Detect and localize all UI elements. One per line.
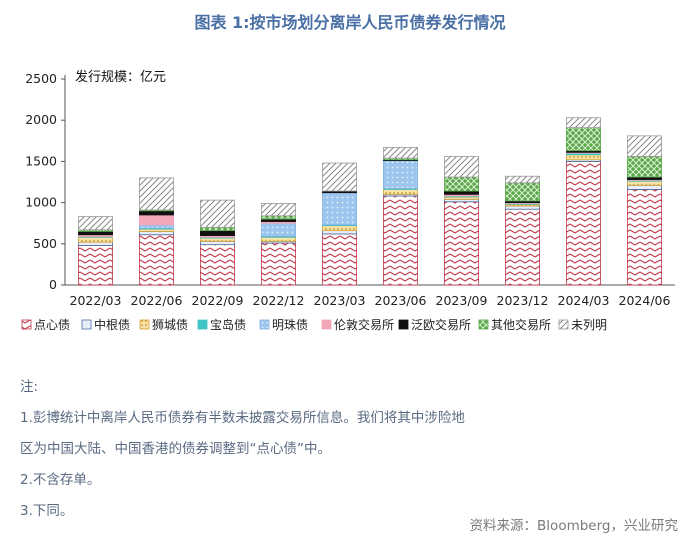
source-note: 资料来源：Bloomberg，兴业研究 <box>469 518 678 534</box>
bar-segment <box>444 201 479 286</box>
bar-segment <box>200 199 235 228</box>
x-tick-label: 2023/12 <box>497 293 549 308</box>
bar-segment <box>566 161 601 286</box>
bar-segment <box>78 245 113 286</box>
note-item: 区为中国大陆、中国香港的债券调整到“点心债”中。 <box>20 441 331 457</box>
chart-title: 图表 1:按市场划分离岸人民币债券发行情况 <box>194 13 506 32</box>
legend-swatch <box>478 319 489 330</box>
bar-segment <box>566 127 601 152</box>
bar-segment <box>78 236 113 243</box>
bar-segment <box>627 156 662 178</box>
legend-label: 点心债 <box>34 318 70 332</box>
x-tick-label: 2022/09 <box>192 293 244 308</box>
bar-segment <box>322 233 357 286</box>
x-tick-label: 2024/03 <box>558 293 610 308</box>
y-tick-label: 2500 <box>25 71 57 86</box>
x-tick-label: 2022/06 <box>131 293 183 308</box>
y-tick-label: 2000 <box>25 112 57 127</box>
bar-segment <box>139 231 174 236</box>
bar-segment <box>139 234 174 286</box>
note-item: 3.下同。 <box>20 503 74 519</box>
bar-segment <box>261 222 296 237</box>
x-axis-labels: 2022/03 2022/06 2022/09 2022/12 2023/03 2023/… <box>70 293 671 308</box>
bar-segment <box>383 146 418 159</box>
legend-swatch <box>21 319 32 330</box>
legend-swatch <box>398 319 409 330</box>
legend-label: 宝岛债 <box>210 317 246 332</box>
bar-segment <box>200 240 235 246</box>
x-tick-label: 2023/09 <box>436 293 488 308</box>
x-tick-label: 2022/12 <box>253 293 305 308</box>
legend-swatch <box>81 319 92 330</box>
note-item: 1.彭博统计中离岸人民币债券有半数未披露交易所信息。我们将其中涉险地 <box>20 410 465 426</box>
bar-segment <box>627 189 662 286</box>
unit-annotation: 发行规模：亿元 <box>75 69 166 85</box>
bars-group <box>78 117 662 286</box>
bar-segment <box>200 237 235 242</box>
bar-segment <box>566 117 601 129</box>
y-tick-label: 0 <box>49 277 57 292</box>
bar-segment <box>261 215 296 220</box>
bar-segment <box>261 236 296 242</box>
bar-segment <box>444 156 479 178</box>
bar-segment <box>444 190 479 195</box>
legend-swatch <box>197 319 208 330</box>
bar-segment <box>139 177 174 211</box>
note-item: 2.不含存单。 <box>20 472 101 488</box>
bar-segment <box>627 135 662 157</box>
legend-label: 伦敦交易所 <box>334 317 394 332</box>
bar-segment <box>566 154 601 161</box>
x-tick-label: 2024/06 <box>619 293 671 308</box>
bar-segment <box>383 195 418 286</box>
bar-segment <box>139 224 174 229</box>
bar-segment <box>505 182 540 202</box>
bar-segment <box>627 184 662 190</box>
legend-swatch <box>259 319 270 330</box>
bar-segment <box>383 160 418 189</box>
legend-label: 中根债 <box>94 317 130 332</box>
legend-label: 泛欧交易所 <box>411 317 471 332</box>
bar-segment <box>200 226 235 232</box>
bar-segment <box>78 231 113 236</box>
notes-heading: 注: <box>20 379 39 395</box>
notes: 注: 1.彭博统计中离岸人民币债券有半数未披露交易所信息。我们将其中涉险地 区为… <box>20 372 465 527</box>
bar-segment <box>139 214 174 226</box>
legend-label: 狮城债 <box>152 318 188 332</box>
bar-segment <box>627 180 662 186</box>
legend-label: 未列明 <box>571 318 607 332</box>
x-tick-label: 2022/03 <box>70 293 122 308</box>
y-tick-label: 500 <box>33 236 57 251</box>
legend-swatch <box>139 319 150 330</box>
legend-swatch <box>321 319 332 330</box>
x-tick-label: 2023/06 <box>375 293 427 308</box>
bar-segment <box>200 244 235 286</box>
bar-segment <box>322 162 357 192</box>
bar-segment <box>505 175 540 184</box>
legend: 点心债 中根债 狮城债 宝岛债 明珠债 伦敦交易所 泛欧交易所 其他交易所 未列明 <box>21 317 607 332</box>
y-tick-label: 1000 <box>25 195 57 210</box>
bar-segment <box>322 225 357 232</box>
bar-segment <box>322 192 357 226</box>
legend-swatch <box>558 319 569 330</box>
bar-segment <box>505 208 540 286</box>
x-tick-label: 2023/03 <box>314 293 366 308</box>
bar-segment <box>383 189 418 195</box>
bar-segment <box>261 203 296 217</box>
bar-segment <box>505 205 540 210</box>
bar-segment <box>322 230 357 235</box>
y-tick-label: 1500 <box>25 153 57 168</box>
legend-label: 其他交易所 <box>491 317 551 332</box>
bar-segment <box>78 216 113 231</box>
bar-segment <box>78 241 113 246</box>
bar-segment <box>261 242 296 286</box>
bar-segment <box>200 230 235 236</box>
bar-segment <box>139 210 174 216</box>
legend-label: 明珠债 <box>272 318 308 332</box>
bar-segment <box>444 176 479 192</box>
